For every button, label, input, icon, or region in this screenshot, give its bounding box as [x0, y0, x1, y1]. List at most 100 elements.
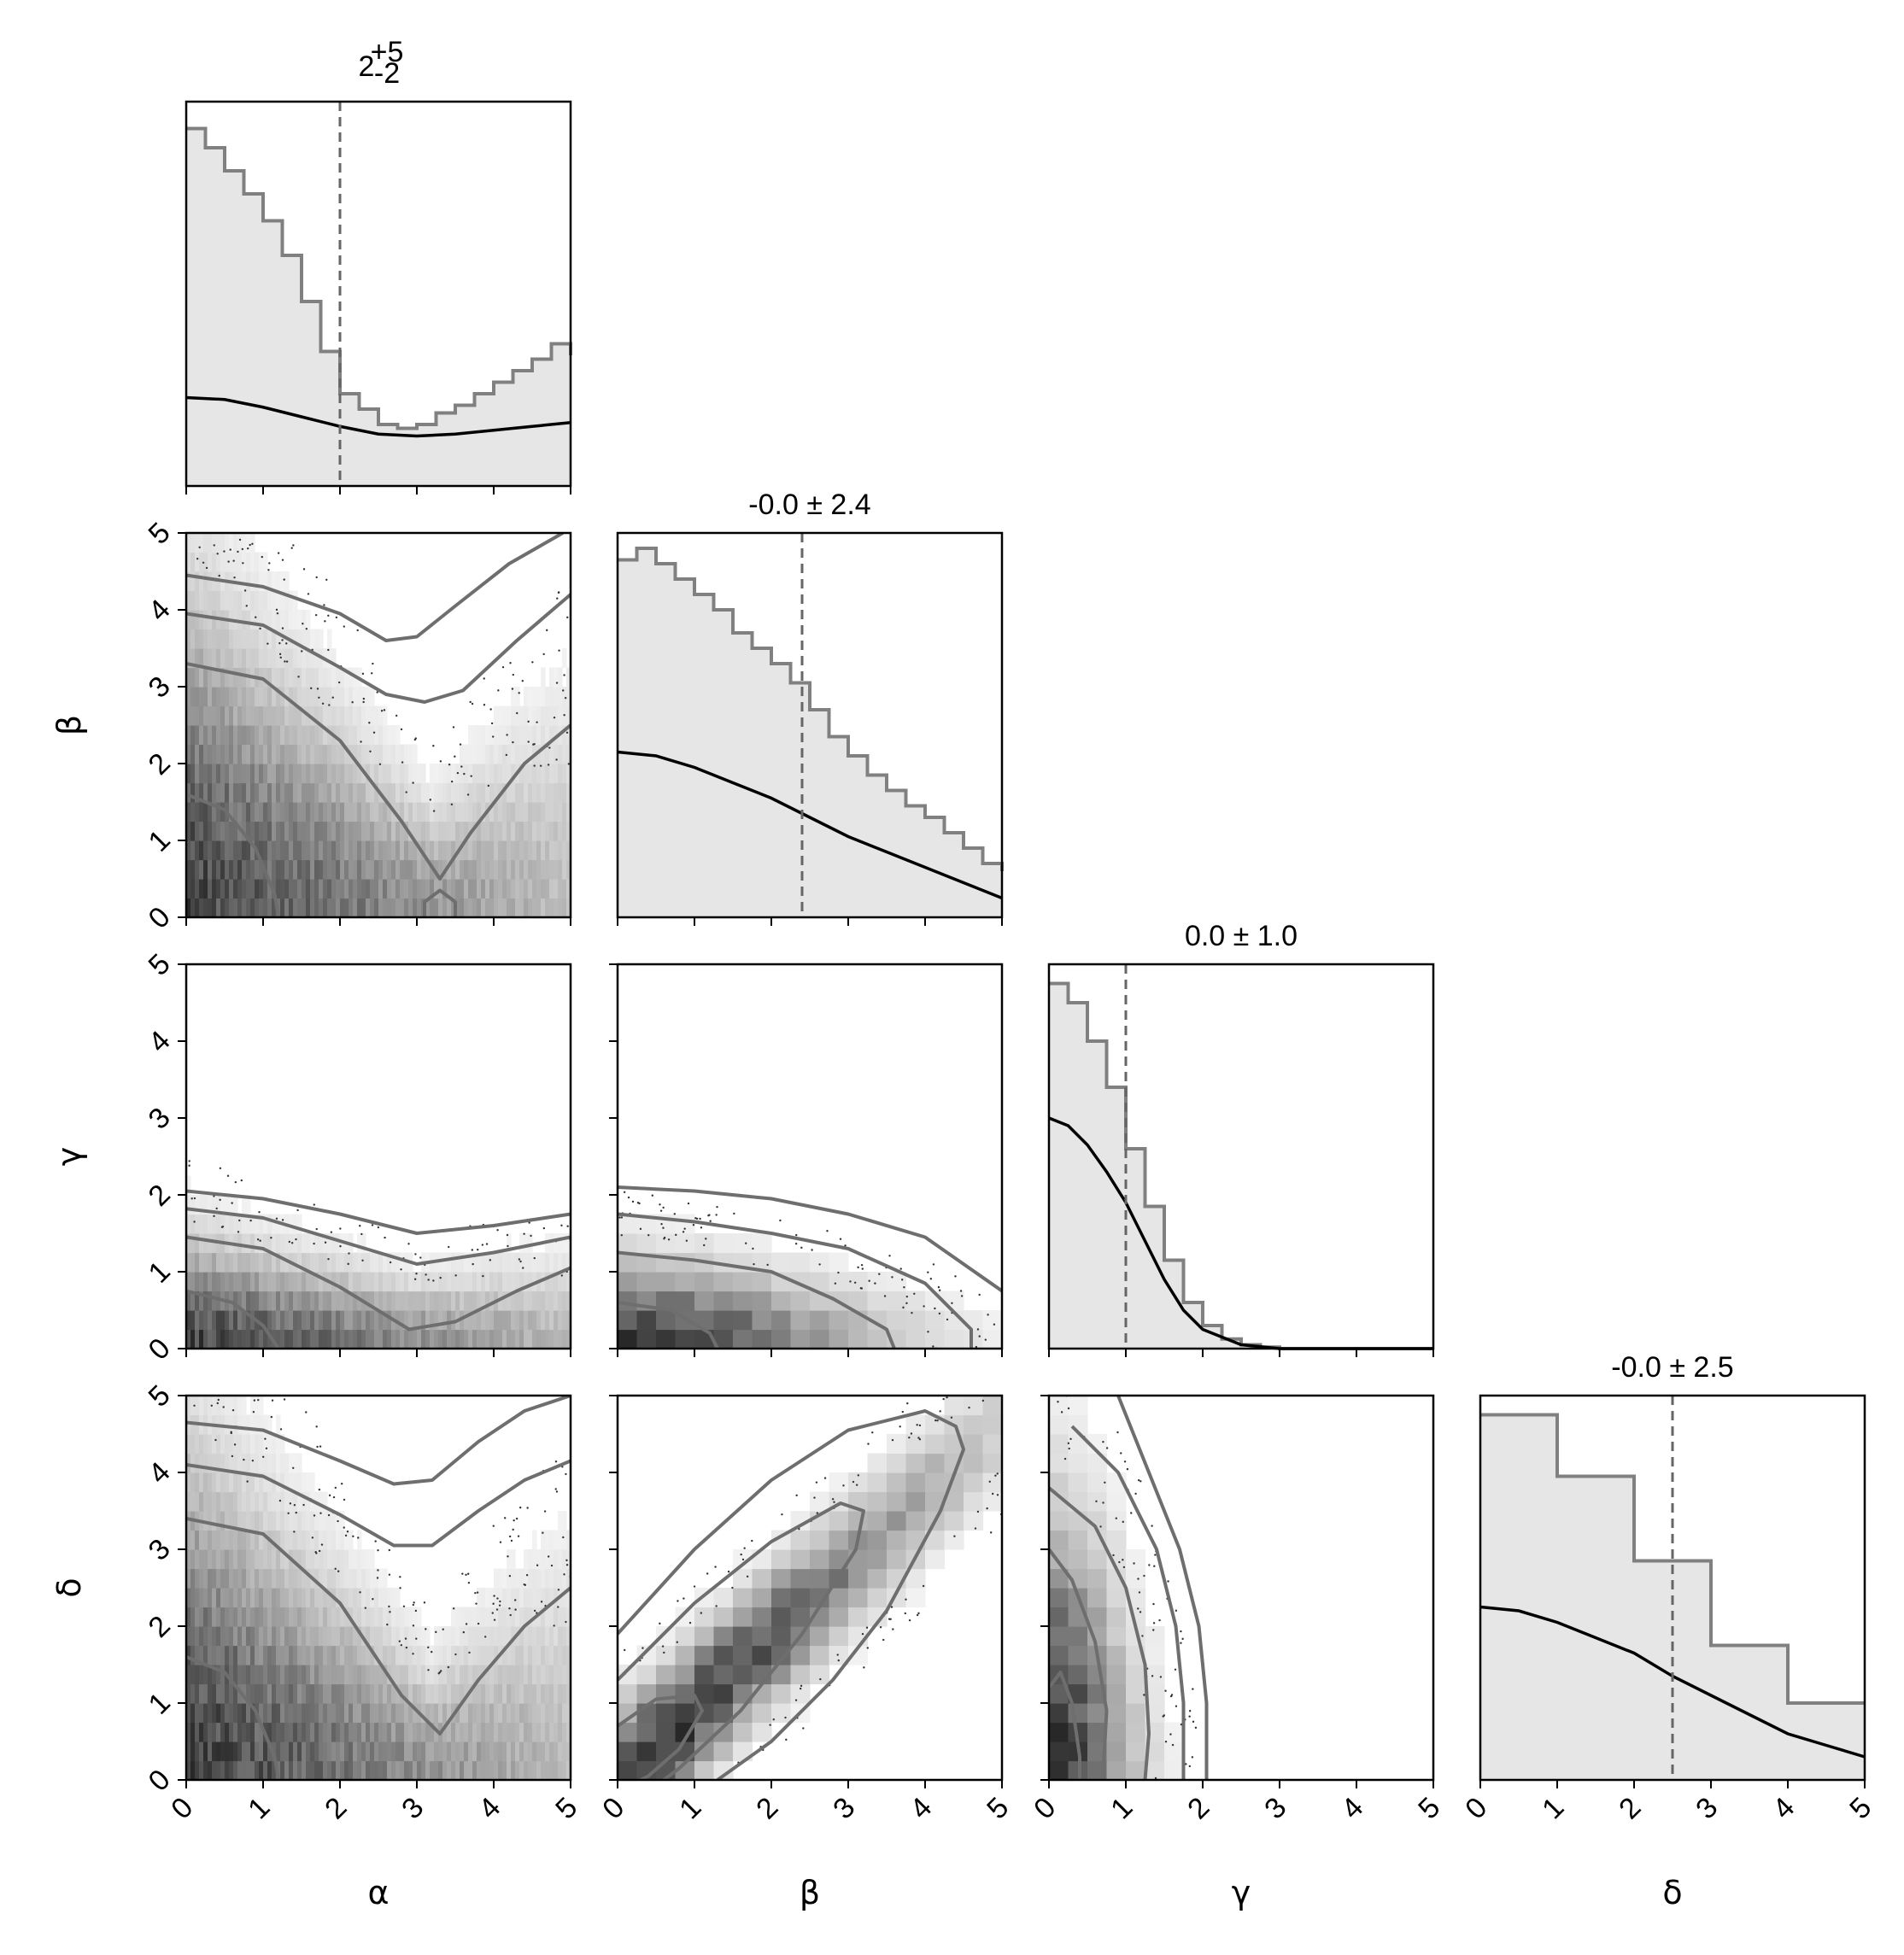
scatter-point [542, 1226, 546, 1230]
density-bin [203, 1588, 208, 1608]
density-bin [293, 782, 298, 803]
density-bin [1068, 1683, 1088, 1704]
density-bin [502, 1683, 507, 1704]
density-bin [541, 1665, 546, 1685]
density-bin [220, 552, 226, 572]
density-bin [297, 629, 302, 649]
density-bin [489, 1607, 495, 1627]
density-bin [229, 1272, 234, 1292]
density-bin [280, 1511, 285, 1531]
density-bin [905, 1310, 926, 1331]
density-bin [331, 821, 337, 841]
scatter-point [369, 750, 372, 752]
density-bin [216, 1760, 221, 1780]
density-bin [259, 782, 264, 803]
density-bin [186, 840, 191, 861]
density-bin [310, 1626, 315, 1647]
scatter-point [448, 764, 451, 766]
density-bin [395, 1272, 401, 1292]
scatter-point [490, 722, 494, 725]
scatter-point [237, 550, 239, 553]
scatter-point [372, 731, 376, 734]
density-bin [925, 1491, 946, 1512]
contour-line [618, 1409, 965, 1780]
scatter-point [659, 1622, 661, 1625]
scatter-point [1151, 1525, 1153, 1527]
density-bin [507, 1741, 512, 1762]
density-bin [208, 1511, 213, 1531]
scatter-point [861, 1632, 864, 1636]
density-bin [310, 1291, 315, 1311]
density-bin [451, 1291, 456, 1311]
density-bin [302, 859, 307, 880]
scatter-point [513, 1519, 515, 1522]
density-bin [545, 705, 550, 726]
density-bin [284, 1491, 290, 1512]
density-bin [220, 1472, 226, 1493]
density-bin [566, 840, 571, 861]
density-bin [387, 1722, 392, 1742]
density-bin [361, 859, 366, 880]
density-bin [357, 744, 362, 764]
scatter-point [324, 620, 326, 623]
density-bin [447, 1291, 452, 1311]
panel-frame [616, 1394, 1004, 1782]
density-bin [246, 1310, 251, 1331]
density-bin [293, 1310, 298, 1331]
scatter-point [547, 1555, 550, 1558]
density-bin [460, 1760, 465, 1780]
density-bin [255, 705, 260, 726]
scatter-point [1164, 1689, 1167, 1692]
density-bin [272, 1233, 277, 1254]
density-bin [246, 629, 251, 649]
density-bin [511, 764, 516, 784]
density-bin [220, 840, 226, 861]
scatter-point [515, 1517, 518, 1520]
density-bin [220, 725, 226, 746]
scatter-point [231, 1202, 233, 1204]
density-bin [374, 1329, 379, 1349]
density-bin [327, 667, 332, 688]
density-bin [541, 1530, 546, 1550]
contour-line [186, 662, 571, 881]
density-bin [472, 1722, 477, 1742]
density-bin [336, 1272, 341, 1292]
density-bin [289, 1329, 294, 1349]
density-bin [259, 1645, 264, 1665]
scatter-point [563, 674, 565, 676]
density-bin [498, 898, 503, 917]
density-bin [327, 725, 332, 746]
density-bin [237, 1549, 243, 1570]
density-bin [220, 648, 226, 669]
density-bin [400, 840, 405, 861]
density-bin [272, 1549, 277, 1570]
density-bin [391, 1626, 396, 1647]
density-bin [203, 1665, 208, 1685]
density-bin [528, 1310, 533, 1331]
density-bin [357, 840, 362, 861]
density-bin [468, 840, 473, 861]
density-bin [1126, 1703, 1146, 1724]
density-bin [212, 1568, 217, 1589]
scatter-point [343, 1498, 346, 1501]
density-bin [417, 1310, 422, 1331]
density-bin [284, 705, 290, 726]
density-bin [195, 1645, 200, 1665]
density-bin [366, 821, 371, 841]
density-bin [336, 821, 341, 841]
density-bin [694, 1291, 715, 1311]
density-bin [566, 1568, 571, 1589]
scatter-point [1120, 1452, 1122, 1455]
density-bin [203, 610, 208, 630]
density-bin [472, 1607, 477, 1627]
scatter-point [818, 1263, 821, 1266]
density-bin [507, 1588, 512, 1608]
density-bin [284, 667, 290, 688]
density-bin [250, 1683, 255, 1704]
density-bin [532, 1741, 537, 1762]
x-tick-label: 2 [1613, 1791, 1647, 1825]
density-bin [293, 1722, 298, 1742]
density-bin [220, 1665, 226, 1685]
density-bin [208, 1434, 213, 1455]
density-bin [276, 1291, 281, 1311]
